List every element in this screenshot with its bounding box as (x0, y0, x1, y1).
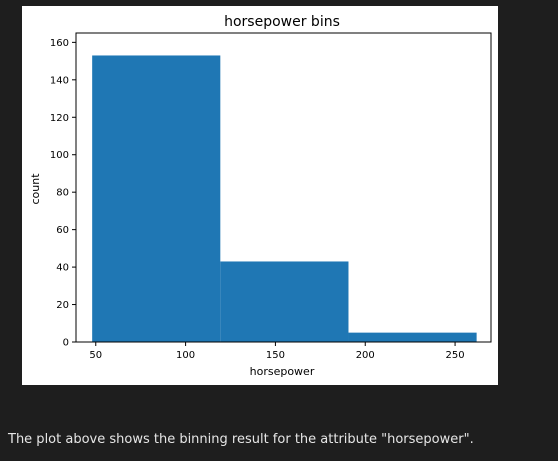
histogram-bar-3 (348, 332, 477, 342)
x-axis-label: horsepower (250, 365, 315, 378)
y-tick-label: 80 (56, 188, 69, 199)
x-tick-label: 200 (356, 350, 375, 361)
plot-caption: The plot above shows the binning result … (8, 432, 474, 447)
y-tick-label: 20 (56, 300, 69, 311)
y-tick-label: 0 (63, 338, 69, 349)
y-tick-label: 100 (50, 150, 69, 161)
plot-area-border (75, 32, 492, 343)
x-tick-label: 100 (176, 350, 195, 361)
bars-layer (92, 55, 477, 343)
chart-title: horsepower bins (224, 14, 340, 30)
plot-frame: horsepower bins horsepower count 50 100 15… (22, 6, 498, 385)
y-tick-label: 40 (56, 263, 69, 274)
y-tick-label: 140 (50, 75, 69, 86)
x-tick-label: 50 (89, 350, 102, 361)
x-tick-label: 150 (266, 350, 285, 361)
histogram-bar-1 (92, 55, 221, 343)
histogram-bar-2 (220, 261, 349, 342)
y-tick-label: 60 (56, 225, 69, 236)
ticks-layer: 50 100 150 200 250 0 20 40 60 80 100 120 140 160 (50, 38, 465, 361)
y-axis-label: count (29, 173, 42, 205)
y-tick-label: 120 (50, 113, 69, 124)
y-tick-label: 160 (50, 38, 69, 49)
x-tick-label: 250 (446, 350, 465, 361)
histogram-chart: horsepower bins horsepower count 50 100 15… (29, 14, 492, 378)
